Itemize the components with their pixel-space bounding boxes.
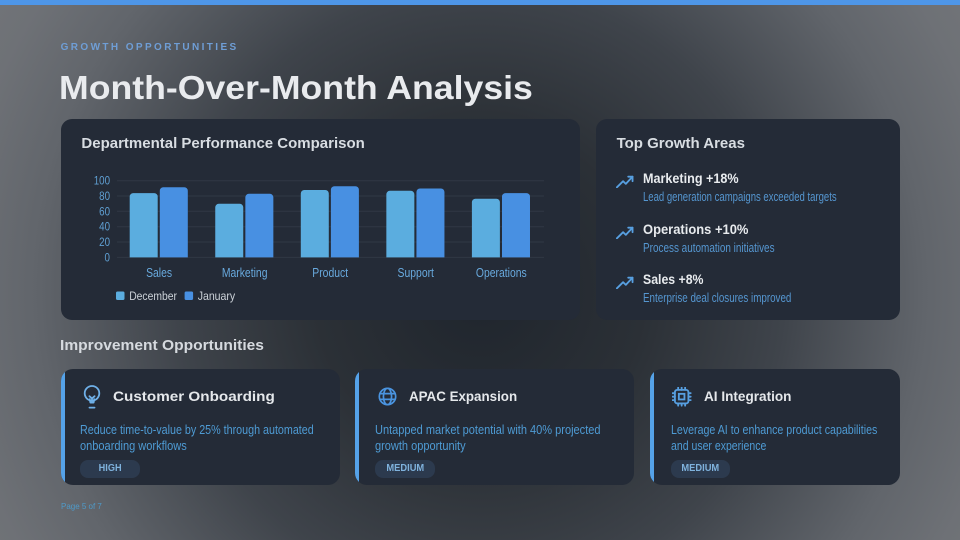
svg-text:Operations: Operations bbox=[475, 266, 526, 280]
svg-text:Product: Product bbox=[312, 266, 348, 280]
svg-text:40: 40 bbox=[99, 221, 110, 234]
svg-text:20: 20 bbox=[99, 237, 110, 250]
svg-text:Sales: Sales bbox=[146, 266, 172, 280]
svg-text:January: January bbox=[197, 291, 235, 304]
svg-text:Support: Support bbox=[397, 266, 434, 280]
svg-text:100: 100 bbox=[93, 175, 109, 188]
svg-text:December: December bbox=[129, 291, 177, 304]
svg-text:Marketing: Marketing bbox=[221, 266, 267, 280]
svg-text:60: 60 bbox=[99, 206, 110, 219]
svg-text:0: 0 bbox=[104, 252, 109, 265]
svg-text:80: 80 bbox=[99, 191, 110, 204]
